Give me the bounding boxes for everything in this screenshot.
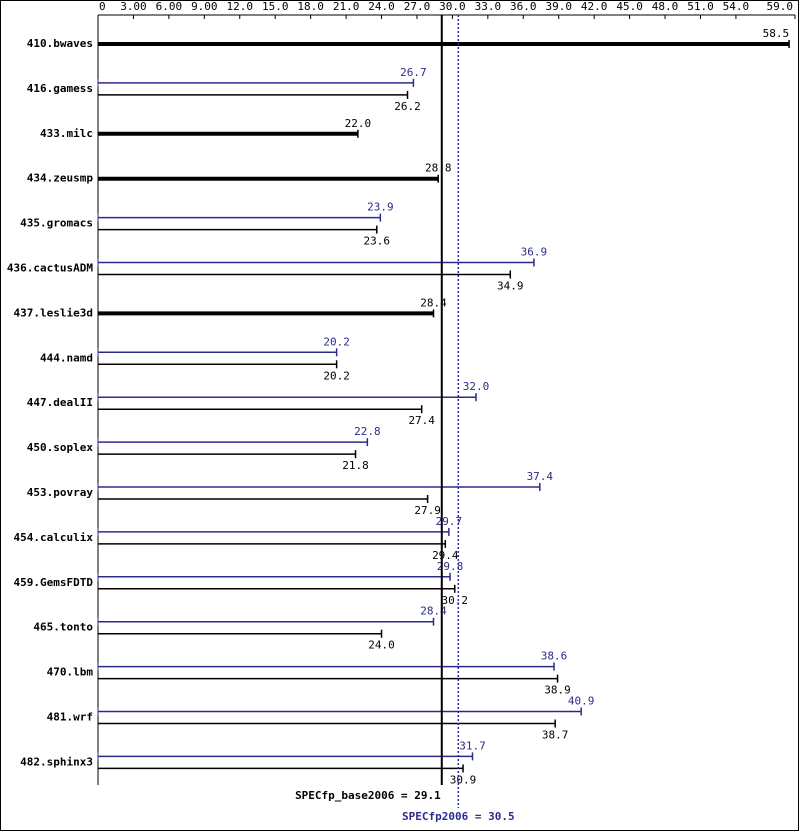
value-label: 20.2 (323, 369, 350, 382)
x-tick-label: 9.00 (191, 0, 218, 13)
value-label: 26.2 (394, 100, 421, 113)
category-label: 454.calculix (14, 531, 94, 544)
category-label: 444.namd (40, 351, 93, 364)
x-tick-label: 15.0 (262, 0, 289, 13)
value-label: 38.9 (544, 684, 571, 697)
value-label: 27.4 (408, 414, 435, 427)
value-label: 34.9 (497, 280, 524, 293)
x-tick-label: 30.0 (439, 0, 466, 13)
category-label: 433.milc (40, 127, 93, 140)
value-label: 58.5 (763, 27, 790, 40)
value-label: 30.9 (450, 773, 477, 786)
category-label: 453.povray (27, 486, 94, 499)
x-tick-label: 18.0 (297, 0, 324, 13)
category-label: 470.lbm (47, 666, 94, 679)
value-label: 28.4 (420, 296, 447, 309)
value-label: 26.7 (400, 66, 427, 79)
x-tick-label: 39.0 (545, 0, 572, 13)
x-tick-label: 45.0 (616, 0, 643, 13)
x-tick-label: 36.0 (510, 0, 537, 13)
value-label: 27.9 (414, 504, 441, 517)
value-label: 22.8 (354, 425, 381, 438)
x-tick-label: 42.0 (581, 0, 608, 13)
value-label: 24.0 (368, 639, 395, 652)
value-label: 31.7 (459, 739, 486, 752)
x-tick-label: 12.0 (227, 0, 254, 13)
category-label: 450.soplex (27, 441, 94, 454)
x-tick-label: 24.0 (368, 0, 395, 13)
value-label: 29.4 (432, 549, 459, 562)
value-label: 38.6 (541, 650, 568, 663)
category-label: 481.wrf (47, 711, 93, 724)
value-label: 32.0 (463, 380, 490, 393)
category-label: 410.bwaves (27, 37, 93, 50)
value-label: 37.4 (527, 470, 554, 483)
category-label: 416.gamess (27, 82, 93, 95)
x-tick-label: 54.0 (723, 0, 750, 13)
x-tick-label: 3.00 (120, 0, 147, 13)
x-tick-label: 6.00 (156, 0, 183, 13)
value-label: 23.9 (367, 201, 394, 214)
x-tick-label: 33.0 (475, 0, 502, 13)
category-label: 459.GemsFDTD (14, 576, 94, 589)
value-label: 40.9 (568, 695, 595, 708)
value-label: 36.9 (521, 246, 548, 259)
category-label: 436.cactusADM (7, 262, 93, 275)
value-label: 21.8 (342, 459, 369, 472)
category-label: 447.dealII (27, 396, 93, 409)
x-tick-label: 0 (99, 0, 106, 13)
value-label: 30.2 (442, 594, 469, 607)
value-label: 38.7 (542, 729, 569, 742)
x-tick-label: 59.0 (767, 0, 794, 13)
value-label: 28.4 (420, 605, 447, 618)
category-label: 437.leslie3d (14, 306, 93, 319)
value-label: 29.8 (437, 560, 464, 573)
x-tick-label: 27.0 (404, 0, 431, 13)
reference-label: SPECfp_base2006 = 29.1 (295, 789, 441, 802)
category-label: 482.sphinx3 (20, 755, 93, 768)
x-tick-label: 21.0 (333, 0, 360, 13)
category-label: 434.zeusmp (27, 172, 94, 185)
value-label: 23.6 (364, 235, 391, 248)
value-label: 28.8 (425, 162, 452, 175)
value-label: 22.0 (345, 117, 372, 130)
x-tick-label: 51.0 (687, 0, 714, 13)
value-label: 20.2 (323, 335, 350, 348)
category-label: 465.tonto (33, 621, 93, 634)
reference-label: SPECfp2006 = 30.5 (402, 810, 515, 823)
category-label: 435.gromacs (20, 217, 93, 230)
x-tick-label: 48.0 (652, 0, 679, 13)
